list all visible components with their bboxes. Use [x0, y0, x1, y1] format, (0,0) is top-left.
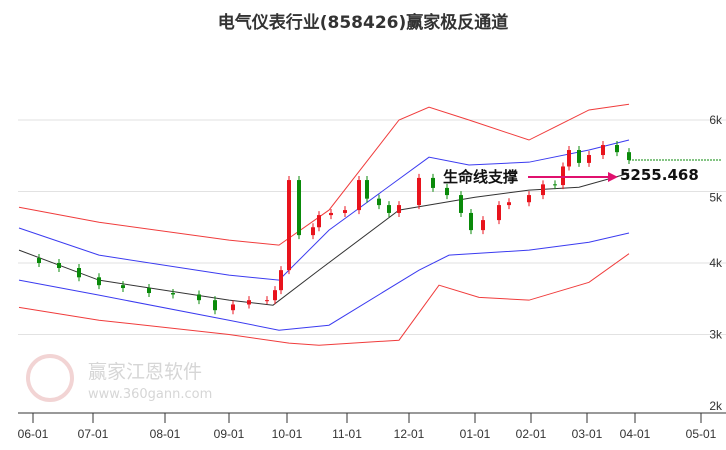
candle: [77, 268, 81, 278]
series-lower-red: [18, 253, 630, 346]
candle: [329, 212, 333, 216]
candle: [587, 155, 591, 163]
x-tick-label: 05-01: [686, 427, 717, 441]
candle: [57, 263, 61, 269]
candle: [527, 195, 531, 203]
candle: [231, 304, 235, 311]
candle: [497, 205, 501, 221]
candle: [561, 166, 565, 186]
candle: [343, 210, 347, 213]
series-upper-blue: [18, 139, 630, 281]
candle: [387, 205, 391, 213]
candle: [567, 150, 571, 167]
candle: [445, 187, 449, 196]
candle: [357, 180, 361, 211]
candle: [431, 177, 435, 188]
candle: [601, 145, 605, 156]
candle: [279, 270, 283, 291]
channel-lines: [18, 103, 630, 346]
x-tick-label: 09-01: [214, 427, 245, 441]
watermark-text: 赢家江恩软件: [88, 361, 202, 383]
x-tick-label: 12-01: [394, 427, 425, 441]
watermark: 赢家江恩软件 www.360gann.com: [26, 354, 212, 402]
annotation-label: 生命线支撑: [443, 168, 518, 186]
candle: [197, 294, 201, 301]
annotation-arrowhead-icon: [608, 172, 618, 182]
chart-title: 电气仪表行业(858426)赢家极反通道: [218, 12, 509, 33]
candle: [481, 220, 485, 231]
y-tick-label: 6k: [709, 113, 723, 127]
candle: [615, 145, 619, 153]
candle: [417, 177, 421, 206]
x-tick-label: 04-01: [620, 427, 651, 441]
grid: [18, 119, 726, 335]
y-tick-label: 2k: [709, 399, 723, 413]
x-tick-label: 02-01: [516, 427, 547, 441]
candle: [377, 198, 381, 206]
candle: [469, 212, 473, 231]
x-tick-label: 08-01: [150, 427, 181, 441]
candle: [311, 227, 315, 236]
watermark-url: www.360gann.com: [88, 387, 212, 402]
y-tick-label: 4k: [709, 256, 723, 270]
candle: [273, 290, 277, 301]
candle: [317, 215, 321, 228]
candle: [171, 293, 175, 295]
candle: [247, 300, 251, 305]
candle: [577, 150, 581, 163]
candle: [365, 180, 369, 199]
candle: [147, 288, 151, 294]
annotation-value: 5255.468: [620, 166, 699, 184]
candles: [37, 141, 722, 315]
axes: 6k 5k 4k 3k 2k 06-01 07-01 08-01 09-01 10-01 11-01…: [18, 113, 726, 441]
x-tick-label: 07-01: [78, 427, 109, 441]
candle: [97, 277, 101, 286]
candle: [121, 285, 125, 289]
candle: [287, 180, 291, 271]
x-tick-label: 06-01: [18, 427, 49, 441]
series-mid-black: [18, 172, 630, 306]
watermark-seal-icon: [26, 354, 74, 402]
candle: [397, 205, 401, 213]
x-tick-label: 10-01: [272, 427, 303, 441]
candle: [297, 180, 301, 236]
candle: [213, 300, 217, 311]
y-tick-label: 3k: [709, 328, 723, 342]
series-upper-red: [18, 103, 630, 246]
candle: [507, 202, 511, 206]
candle: [459, 195, 463, 213]
candle: [37, 257, 41, 263]
candle: [265, 300, 269, 302]
series-lower-blue: [18, 232, 630, 331]
x-tick-label: 01-01: [460, 427, 491, 441]
candle: [627, 152, 631, 161]
x-tick-label: 03-01: [572, 427, 603, 441]
candle: [541, 184, 545, 196]
x-tick-label: 11-01: [332, 427, 362, 441]
candle: [553, 184, 557, 186]
y-tick-label: 5k: [709, 191, 723, 205]
